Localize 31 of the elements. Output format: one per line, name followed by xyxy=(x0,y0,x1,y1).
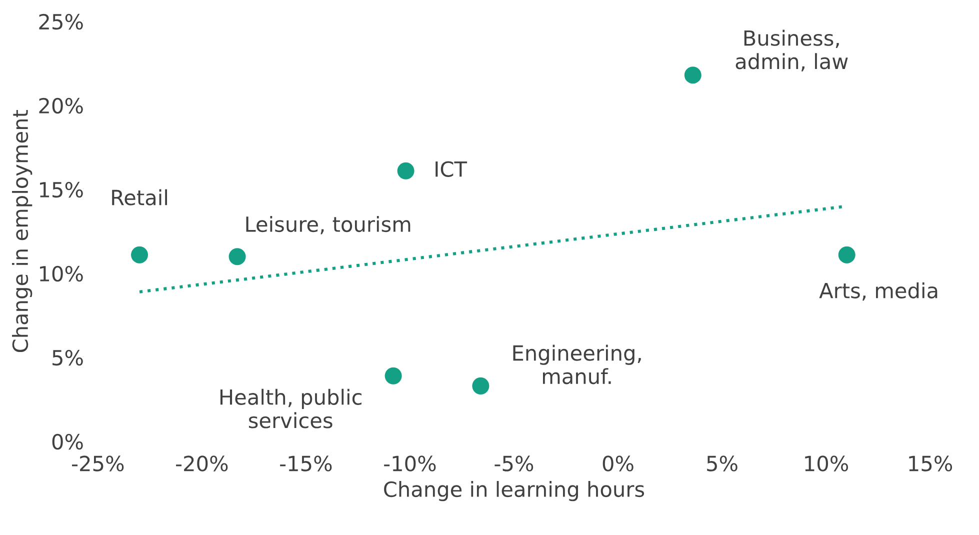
annotation: Leisure, tourism xyxy=(246,216,410,234)
annotation: Health, public services xyxy=(220,388,362,428)
x-tick-label: 15% xyxy=(909,456,952,472)
annotation: ICT xyxy=(436,161,468,177)
x-tick-label: -20% xyxy=(176,456,228,472)
x-tick-label: -25% xyxy=(72,456,124,472)
annotation: Business, admin, law xyxy=(736,30,848,72)
point xyxy=(228,248,246,266)
x-tick-label: -15% xyxy=(280,456,332,472)
y-tick-label: 25% xyxy=(39,14,83,30)
point xyxy=(384,367,402,384)
x-tick-label: -5% xyxy=(494,456,534,472)
x-tick-label: 10% xyxy=(805,456,848,472)
y-tick-label: 0% xyxy=(52,434,83,450)
point xyxy=(397,162,414,180)
annotation: Retail xyxy=(112,189,167,206)
y-axis-title: Change in employment xyxy=(12,110,32,352)
annotation: Engineering, manuf. xyxy=(513,344,641,384)
x-tick-label: 5% xyxy=(707,456,738,472)
y-tick-label: 15% xyxy=(40,182,83,198)
point xyxy=(838,246,856,264)
point xyxy=(684,66,702,84)
x-axis-title: Change in learning hours xyxy=(384,480,644,502)
y-tick-label: 10% xyxy=(40,266,83,282)
x-tick-label: -10% xyxy=(384,456,436,472)
x-tick-label: 0% xyxy=(602,456,634,472)
point xyxy=(472,377,490,394)
annotation: Arts, media xyxy=(819,282,938,301)
point xyxy=(131,246,148,264)
y-tick-label: 5% xyxy=(52,350,83,366)
y-tick-label: 20% xyxy=(39,98,83,114)
